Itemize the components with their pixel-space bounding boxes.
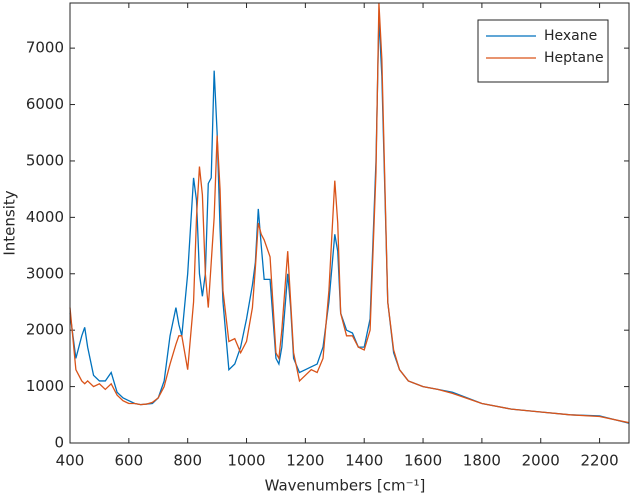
y-tick-label: 4000: [26, 208, 64, 226]
x-tick-label: 1200: [286, 452, 324, 470]
x-tick-label: 800: [173, 452, 202, 470]
axes-frame: [69, 2, 630, 444]
y-axis-label: Intensity: [1, 190, 19, 255]
y-tick-label: 3000: [26, 264, 64, 282]
x-axis-label: Wavenumbers [cm⁻¹]: [265, 477, 426, 495]
x-tick-label: 1000: [227, 452, 265, 470]
x-tick-label: 400: [56, 452, 85, 470]
y-tick-label: 5000: [26, 151, 64, 169]
legend-label: Heptane: [544, 50, 604, 66]
x-tick-label: 2000: [522, 452, 560, 470]
y-tick-label: 6000: [26, 95, 64, 113]
x-tick-label: 600: [115, 452, 144, 470]
y-tick-label: 1000: [26, 377, 64, 395]
x-tick-label: 1800: [463, 452, 501, 470]
y-tick-label: 2000: [26, 321, 64, 339]
legend-label: Hexane: [544, 28, 597, 44]
legend-box: [477, 19, 609, 83]
x-tick-label: 1400: [345, 452, 383, 470]
x-tick-label: 2200: [580, 452, 618, 470]
y-tick-label: 0: [54, 434, 64, 452]
data-line: [69, 2, 630, 424]
y-tick-label: 7000: [26, 39, 64, 57]
x-tick-label: 1600: [404, 452, 442, 470]
